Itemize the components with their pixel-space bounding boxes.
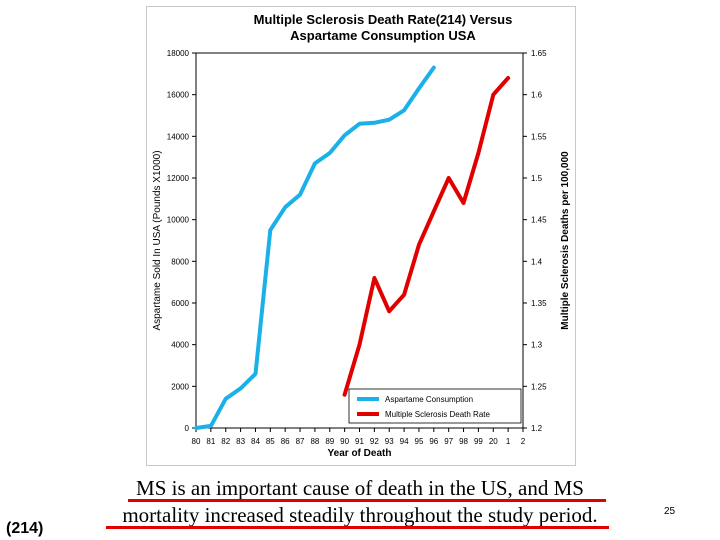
x-tick-label: 83 [236,437,245,446]
caption-underline-2 [106,526,609,529]
y-left-tick-label: 2000 [171,382,189,391]
data-point [462,201,466,205]
x-tick-label: 95 [415,437,424,446]
y-right-axis-title: Multiple Sclerosis Deaths per 100,000 [560,151,571,330]
x-tick-label: 91 [355,437,364,446]
data-point [283,205,287,209]
data-point [224,397,228,401]
x-tick-label: 80 [192,437,201,446]
data-point [402,293,406,297]
x-tick-label: 20 [489,437,498,446]
data-point [417,86,421,90]
data-point [209,424,213,428]
data-point [432,209,436,213]
data-point [372,121,376,125]
x-tick-label: 88 [310,437,319,446]
x-tick-label: 94 [400,437,409,446]
y-right-tick-label: 1.6 [531,91,543,100]
y-right-tick-label: 1.35 [531,299,547,308]
x-tick-label: 2 [521,437,526,446]
series-line-ms-death-rate [342,76,511,397]
data-point [328,151,332,155]
x-tick-label: 1 [506,437,511,446]
legend-box [348,388,522,424]
chart-title-line: Multiple Sclerosis Death Rate(214) Versu… [254,12,513,27]
data-point [239,386,243,390]
plot-area-border [195,52,524,429]
series-line-aspartame [194,65,436,430]
x-tick-label: 82 [221,437,230,446]
data-point [253,372,257,376]
y-right-tick-label: 1.25 [531,382,547,391]
x-tick-label: 84 [251,437,260,446]
y-right-tick-label: 1.45 [531,216,547,225]
y-left-tick-label: 8000 [171,257,189,266]
y-left-tick-label: 0 [185,424,190,433]
x-axis-title: Year of Death [328,448,392,459]
x-tick-label: 85 [266,437,275,446]
y-left-axis-title: Aspartame Sold In USA (Pounds X1000) [152,150,163,330]
x-tick-label: 97 [444,437,453,446]
data-point [358,343,361,347]
y-left-tick-label: 14000 [167,132,190,141]
y-left-tick-label: 6000 [171,299,189,308]
y-right-tick-label: 1.2 [531,424,543,433]
data-point [491,93,495,97]
chart-svg: Multiple Sclerosis Death Rate(214) Versu… [152,12,571,459]
y-right-tick-label: 1.55 [531,132,547,141]
x-tick-label: 81 [206,437,215,446]
caption-underline-1 [128,499,606,502]
x-tick-label: 92 [370,437,379,446]
data-point [268,228,272,232]
y-right-tick-label: 1.3 [531,341,543,350]
y-right-tick-label: 1.4 [531,257,543,266]
data-point [343,393,347,397]
data-point [506,76,510,80]
data-point [387,118,391,122]
y-left-tick-label: 4000 [171,341,189,350]
chart-title-line: Aspartame Consumption USA [290,28,476,43]
data-point [343,133,347,137]
x-tick-label: 99 [474,437,483,446]
reference-label: (214) [6,520,44,537]
data-point [387,309,391,313]
slide-number: 25 [664,506,676,517]
y-left-tick-label: 16000 [167,91,190,100]
x-tick-label: 90 [340,437,349,446]
x-tick-label: 96 [429,437,438,446]
data-point [298,193,302,197]
caption-line-2: mortality increased steadily throughout … [122,503,598,527]
x-tick-label: 89 [325,437,334,446]
data-point [476,151,480,155]
y-left-tick-label: 10000 [167,216,190,225]
y-right-tick-label: 1.5 [531,174,543,183]
y-left-tick-label: 12000 [167,174,190,183]
x-tick-label: 86 [281,437,290,446]
data-point [447,176,451,180]
data-point [432,66,436,70]
x-tick-label: 87 [296,437,305,446]
data-point [358,122,361,126]
x-tick-label: 98 [459,437,468,446]
chart-frame: Multiple Sclerosis Death Rate(214) Versu… [146,6,576,466]
data-point [194,426,198,430]
data-point [372,276,376,280]
y-right-tick-label: 1.65 [531,49,547,58]
y-left-tick-label: 18000 [167,49,190,58]
x-tick-label: 93 [385,437,394,446]
data-point [417,243,421,247]
caption-line-1: MS is an important cause of death in the… [136,476,584,500]
legend-label: Aspartame Consumption [385,395,473,404]
data-point [402,108,406,112]
legend-label: Multiple Sclerosis Death Rate [385,410,490,419]
data-point [313,161,317,165]
